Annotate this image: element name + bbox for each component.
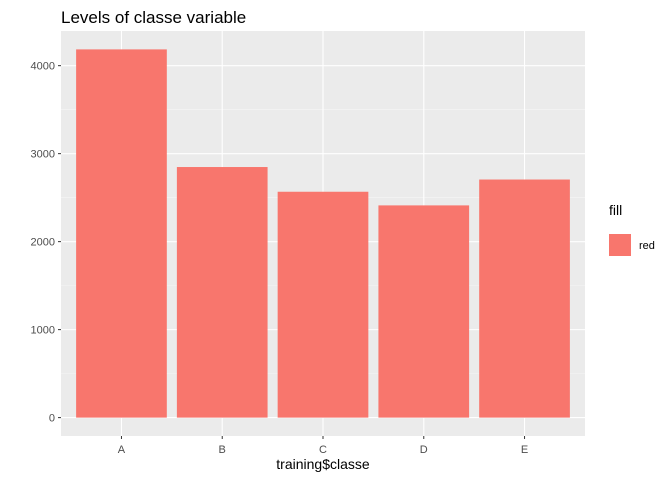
x-tick-label: C [319,444,327,456]
x-axis-title: training$classe [276,456,370,472]
y-axis: 0 1000 2000 3000 4000 [31,61,61,425]
bar-D [378,205,470,418]
bar-E [479,179,570,418]
legend: fill red [609,202,655,256]
legend-label-red: red [639,240,655,252]
legend-title: fill [609,202,622,218]
x-tick-label: D [420,444,428,456]
bars [76,49,570,418]
bar-B [176,167,268,418]
y-tick-label: 3000 [31,149,55,161]
x-axis: A B C D E [118,436,528,456]
y-tick-label: 1000 [31,325,55,337]
bar-C [277,191,369,418]
x-tick-label: B [219,444,226,456]
y-tick-label: 0 [49,413,55,425]
y-tick-label: 4000 [31,61,55,73]
legend-key-red [609,234,631,256]
x-tick-label: A [118,444,126,456]
bar-A [76,49,167,418]
y-tick-label: 2000 [31,237,55,249]
chart-title: Levels of classe variable [61,8,246,27]
x-tick-label: E [521,444,528,456]
